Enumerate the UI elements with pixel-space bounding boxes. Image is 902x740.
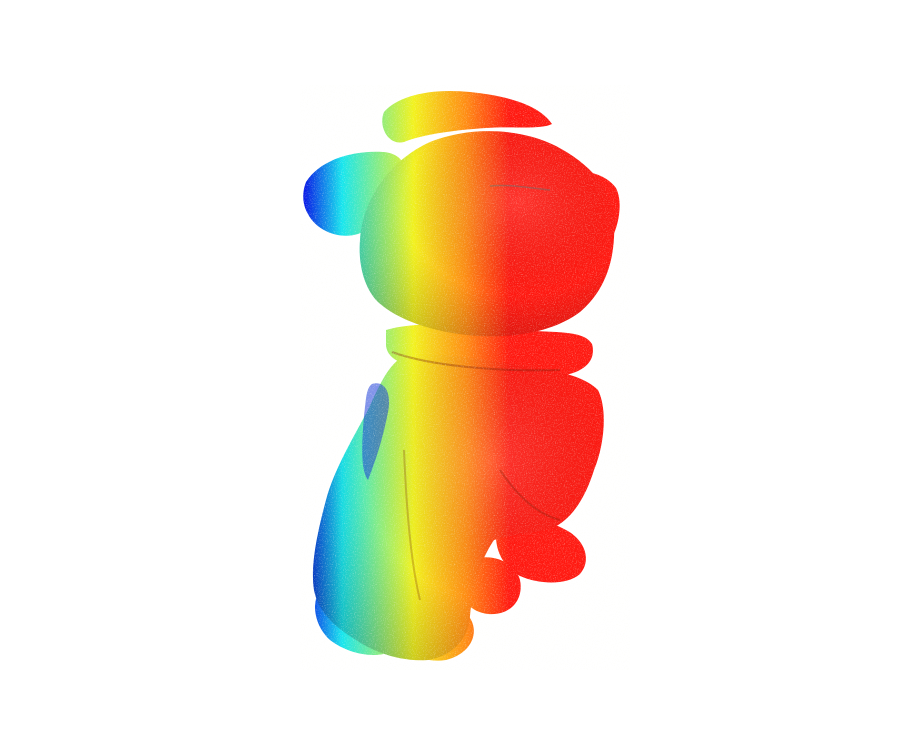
dog-figure (300, 85, 630, 670)
leg-crease (403, 449, 421, 601)
belly-crease (499, 469, 561, 521)
head-crease (489, 184, 551, 191)
point-speckle (300, 85, 630, 670)
